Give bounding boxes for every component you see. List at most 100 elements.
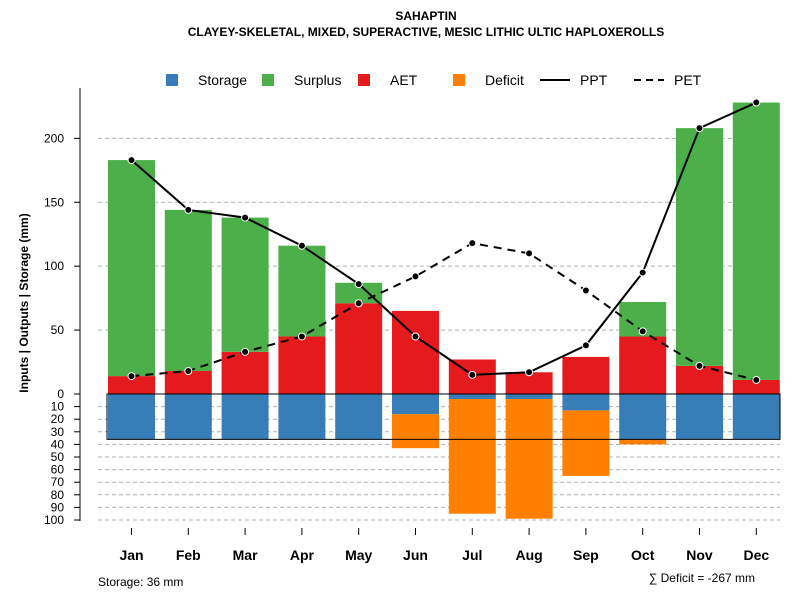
aet-bar [108,376,155,394]
x-tick-label: Jun [403,547,428,563]
legend-swatch [262,74,274,86]
storage-bar [676,394,723,440]
y-tick-label: 20 [51,412,65,426]
bars [106,102,781,519]
y-tick-label: 0 [57,387,64,401]
storage-bar [335,394,383,440]
ppt-point [127,156,136,165]
pet-point [525,249,534,258]
ppt-point [297,241,306,250]
pet-point [354,299,363,308]
legend-label: Storage [198,72,247,88]
pet-point [752,375,761,384]
y-tick-label: 90 [51,500,65,514]
y-tick-label: 30 [51,425,65,439]
x-tick-label: Sep [573,547,599,563]
ppt-point [695,124,704,133]
aet-bar [732,379,780,394]
surplus-bar [676,128,723,366]
y-tick-label: 200 [44,131,64,145]
ppt-point [638,268,647,277]
storage-bar [221,394,269,440]
legend-label: PET [674,72,702,88]
aet-bar [562,356,610,394]
pet-line [131,242,757,381]
deficit-bar [505,399,553,519]
deficit-bar [392,414,439,449]
surplus-bar [732,102,780,380]
series-lines [127,98,761,384]
x-tick-label: Nov [686,547,713,563]
x-tick-label: Jul [462,547,482,563]
legend-label: Deficit [485,72,524,88]
storage-bar [108,394,155,440]
legend-swatch [166,74,178,86]
x-tick-label: Aug [515,547,542,563]
ppt-point [354,280,363,289]
deficit-bar [448,399,496,514]
aet-bar [505,372,553,394]
ppt-point [525,368,534,377]
y-tick-label: 60 [51,463,65,477]
pet-point [241,347,250,356]
y-axis-label: Inputs | Outputs | Storage (mm) [17,213,31,392]
x-tick-label: Mar [233,547,258,563]
y-tick-label: 150 [44,195,64,209]
pet-point [184,366,193,375]
pet-point [581,286,590,295]
surplus-bar [278,245,326,337]
deficit-note: ∑ Deficit = -267 mm [649,571,755,585]
x-tick-label: Jan [119,547,143,563]
surplus-bar [221,217,269,352]
y-tick-label: 50 [51,450,65,464]
chart-subtitle: CLAYEY-SKELETAL, MIXED, SUPERACTIVE, MES… [188,25,664,39]
pet-point [638,327,647,336]
storage-bar [505,394,553,400]
ppt-point [581,341,590,350]
storage-bar [562,394,610,411]
aet-bar [335,303,383,394]
storage-bar [392,394,439,415]
storage-bar [732,394,780,440]
x-tick-label: Dec [743,547,769,563]
pet-point [411,272,420,281]
pet-point [695,361,704,370]
pet-point [127,372,136,381]
surplus-bar [164,209,212,371]
legend-label: PPT [580,72,608,88]
ppt-point [241,213,250,222]
x-tick-label: May [345,547,372,563]
surplus-bar [108,160,155,377]
y-tick-label: 50 [51,323,65,337]
aet-bar [164,370,212,394]
aet-bar [278,336,326,394]
y-tick-label: 40 [51,437,65,451]
storage-capacity-box [106,393,781,440]
y-tick-label: 100 [44,513,64,527]
storage-bar [164,394,212,440]
legend-label: Surplus [294,72,341,88]
storage-bar [448,394,496,400]
legend: Storage Surplus AET Deficit PPT PET [166,72,702,88]
aet-bar [221,351,269,394]
aet-bar [392,310,439,394]
ppt-point [411,332,420,341]
legend-swatch [453,74,465,86]
ppt-point [468,370,477,379]
storage-note: Storage: 36 mm [98,575,183,589]
legend-label: AET [390,72,418,88]
aet-bar [619,336,667,394]
storage-bar [278,394,326,440]
y-tick-label: 70 [51,475,65,489]
pet-point [297,332,306,341]
legend-swatch [358,74,370,86]
x-tick-label: Oct [631,547,655,563]
y-tick-label: 80 [51,488,65,502]
storage-bar [619,394,667,440]
chart-title: SAHAPTIN [395,9,456,23]
y-tick-label: 10 [51,400,65,414]
x-tick-label: Apr [290,547,315,563]
